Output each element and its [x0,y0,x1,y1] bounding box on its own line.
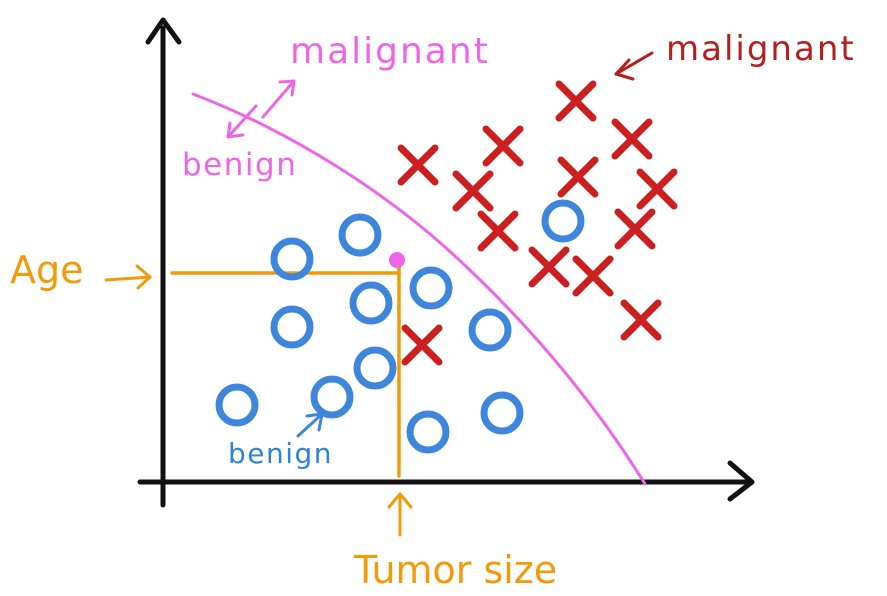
x-axis-label: Tumor size [353,548,557,592]
benign-circle [353,346,397,390]
benign-circle [480,391,524,435]
malignant-region-arrow-icon [261,79,296,119]
age-pointer-arrow-icon [104,275,152,282]
malignant-class-arrow-head-icon [614,58,635,81]
y-axis-arrow-icon [145,17,182,45]
malignant-cross [528,246,570,288]
benign-circle [270,305,314,349]
malignant-cross [482,125,524,167]
malignant-cross [555,80,597,122]
benign-class-arrow-head-icon [305,412,324,432]
tumor-size-pointer-arrow-head-icon [387,492,413,509]
benign-circle [338,213,382,257]
benign-circle [468,308,512,352]
malignant-cross [557,156,599,198]
benign-circle [215,383,259,427]
benign-class-arrow-icon [296,412,324,438]
benign-circle [349,281,393,325]
benign-circle [406,410,450,454]
benign-region-arrow-icon [226,104,258,139]
malignant-region-label: malignant [290,31,490,72]
malignant-class-label: malignant [666,29,856,69]
age-pointer-arrow-head-icon [135,264,152,290]
benign-circle [541,199,585,243]
malignant-cross [620,299,662,341]
malignant-cross [636,168,678,210]
x-axis-arrow-icon [727,460,755,502]
benign-circle [270,237,314,281]
benign-region-arrow-head-icon [226,121,245,139]
y-axis-label: Age [10,248,84,292]
malignant-region-arrow-head-icon [278,79,296,97]
malignant-cross [477,210,519,252]
decision-boundary-curve [191,92,647,486]
malignant-cross [611,118,653,160]
malignant-class-arrow-icon [614,51,654,76]
malignant-cross [452,170,494,212]
malignant-cross [401,324,443,366]
benign-circle [310,375,354,419]
malignant-markers [397,80,678,366]
benign-region-label: benign [182,147,297,183]
malignant-cross [614,208,656,250]
malignant-cross [572,255,614,297]
malignant-cross [397,144,439,186]
benign-class-label: benign [228,437,333,470]
benign-markers [215,199,585,454]
new-point [389,252,405,268]
benign-circle [409,266,453,310]
